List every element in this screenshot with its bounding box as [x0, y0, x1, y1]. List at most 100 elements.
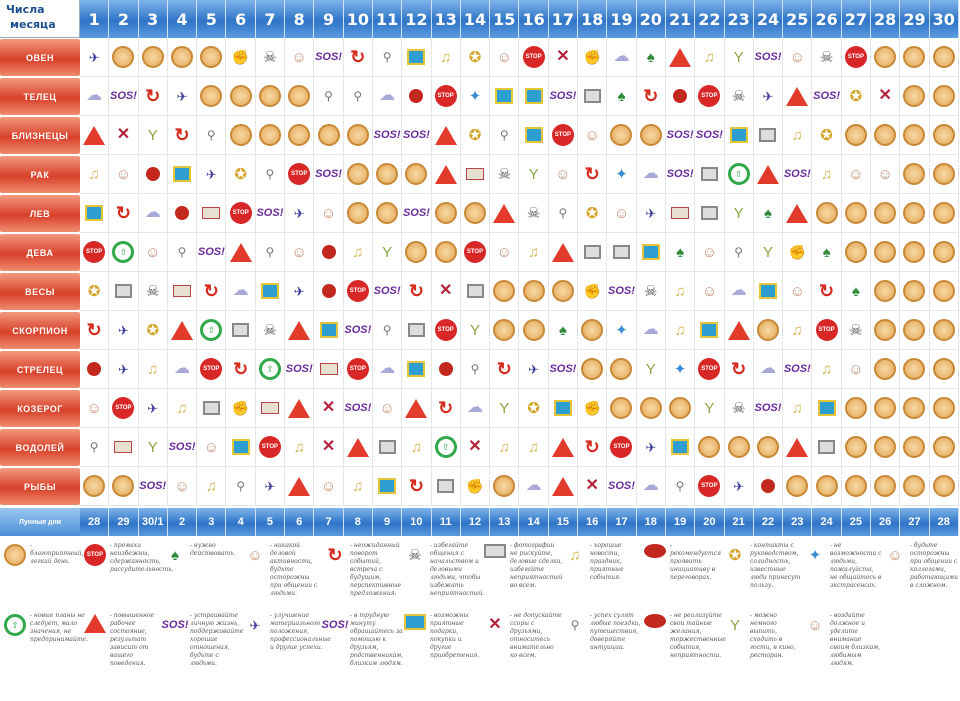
warn-icon [405, 398, 428, 418]
plane-icon: ✈ [117, 322, 129, 338]
coin-icon [639, 397, 662, 419]
bomb-icon [673, 89, 688, 103]
day-cell: SOS! [753, 389, 784, 428]
day-cell: SOS! [372, 272, 403, 311]
sos-icon: SOS! [549, 362, 577, 375]
legend-item: ☺ - будьте осторожны при общении с коллег… [884, 542, 960, 612]
day-cell: ☠ [841, 311, 872, 350]
day-cell [431, 233, 461, 272]
fish-icon: ✦ [808, 546, 822, 564]
day-cell: ☺ [109, 155, 139, 194]
warn-icon [434, 164, 457, 184]
day-cell: Y [138, 428, 168, 467]
day-cell: STOP [343, 350, 373, 389]
day-cell: ⚲ [343, 77, 373, 116]
days-header: Числа месяца 1 2 3 4 5 6 7 8 9 10 11 12 13 14 15 16 17 18… [0, 0, 960, 38]
day-number: 23 [724, 0, 754, 38]
day-cell [314, 116, 344, 155]
day-cell: ✊ [578, 389, 608, 428]
coin-icon [405, 241, 428, 263]
glass-icon: Y [733, 48, 744, 66]
legend-text: - устраивайте личную жизнь, поддерживайт… [190, 612, 244, 667]
gift-icon [407, 49, 426, 65]
stop-icon: STOP [434, 319, 457, 341]
hat-icon: ♠ [851, 282, 860, 300]
warn-icon [786, 86, 809, 106]
bell-icon: ♫ [820, 165, 833, 183]
day-cell: ☁ [138, 194, 168, 233]
sign-label: ВЕСЫ [0, 273, 80, 310]
day-cell: ☁ [636, 311, 666, 350]
legend-text: - можно немного выпить, сходить в гости,… [750, 612, 796, 659]
day-cell [402, 389, 432, 428]
warn-icon [434, 125, 457, 145]
day-cell: ↻ [578, 428, 608, 467]
legend-item: ↻ - неожиданный поворот событий, встреча … [324, 542, 402, 612]
gift-icon [524, 88, 543, 104]
day-cell: STOP [695, 77, 725, 116]
coin-icon [815, 202, 838, 224]
day-cell [197, 38, 227, 77]
day-cell: STOP [607, 428, 637, 467]
sign-row: СТРЕЛЕЦ ✈ ♫ ☁ STOP ↻ ⇧ SOS! STOP ☁ ⚲ ↻ ✈ SOS! Y ✦ STOP ↻ ☁… [0, 350, 960, 389]
day-cell: ✈ [80, 38, 110, 77]
warn-icon [171, 320, 194, 340]
day-cell [871, 38, 901, 77]
person-icon: ☺ [496, 48, 512, 66]
day-cell: ♫ [519, 428, 549, 467]
coin-icon [756, 319, 779, 341]
coin-icon [844, 436, 867, 458]
day-cell [607, 350, 637, 389]
sign-row: ВОДОЛЕЙ ⚲ Y SOS! ☺ STOP ♫ ✕ ♫ ⇧ ✕ ♫ ♫ ↻ STOP ✈ [0, 428, 960, 467]
day-cell: ♫ [665, 311, 696, 350]
medal-icon: ✪ [820, 126, 833, 144]
glass-icon: Y [469, 321, 480, 339]
cam-icon [114, 284, 132, 298]
day-cell: ☁ [372, 350, 403, 389]
day-cell: ↻ [490, 350, 520, 389]
medal-icon: ✪ [527, 399, 540, 417]
day-cell [197, 194, 227, 233]
day-cell: ⇧ [255, 350, 286, 389]
day-cell [812, 428, 842, 467]
day-cell: SOS! [285, 350, 315, 389]
person-icon: ☺ [887, 546, 903, 564]
coin-icon [932, 46, 955, 68]
sos-icon: SOS! [139, 479, 167, 492]
arrow-icon: ↻ [145, 86, 161, 106]
lunar-day: 20 [695, 508, 725, 536]
day-cell: ☁ [724, 272, 754, 311]
day-cell: SOS! [343, 389, 373, 428]
legend-item: STOP - промахи неизбежны, сдержанность, р… [84, 542, 173, 612]
bell-icon: ♫ [820, 360, 833, 378]
bomb-icon [321, 245, 336, 259]
day-cell [900, 194, 930, 233]
legend-item: - возможны приятные подарки, покупки и д… [404, 612, 482, 682]
coin-icon [874, 436, 897, 458]
cam-icon [583, 245, 601, 259]
day-cell: Y [753, 233, 784, 272]
day-cell: SOS! [783, 350, 813, 389]
day-cell: ⚲ [724, 233, 754, 272]
hat-icon: ♠ [646, 48, 655, 66]
day-cell: SOS! [343, 311, 373, 350]
plane-icon: ✈ [293, 283, 305, 299]
day-cell: ↻ [578, 155, 608, 194]
coin-icon [844, 241, 867, 263]
day-cell: STOP [841, 38, 872, 77]
plane-icon: ✈ [176, 88, 188, 104]
day-cell: ✪ [841, 77, 872, 116]
day-cell [607, 233, 637, 272]
day-cell: ⇧ [724, 155, 754, 194]
plane-icon: ✈ [117, 361, 129, 377]
cam-icon [484, 544, 506, 558]
legend-item: ✕ - не допускайте ссоры с друзьями, относ… [484, 612, 562, 682]
day-cell [871, 350, 901, 389]
day-cell: ✈ [636, 194, 666, 233]
medal-icon: ✪ [849, 87, 863, 105]
day-cell [753, 428, 784, 467]
gift-icon [671, 439, 690, 455]
day-cell: SOS! [665, 155, 696, 194]
day-cell: ✪ [578, 194, 608, 233]
day-cell: ↻ [431, 389, 461, 428]
